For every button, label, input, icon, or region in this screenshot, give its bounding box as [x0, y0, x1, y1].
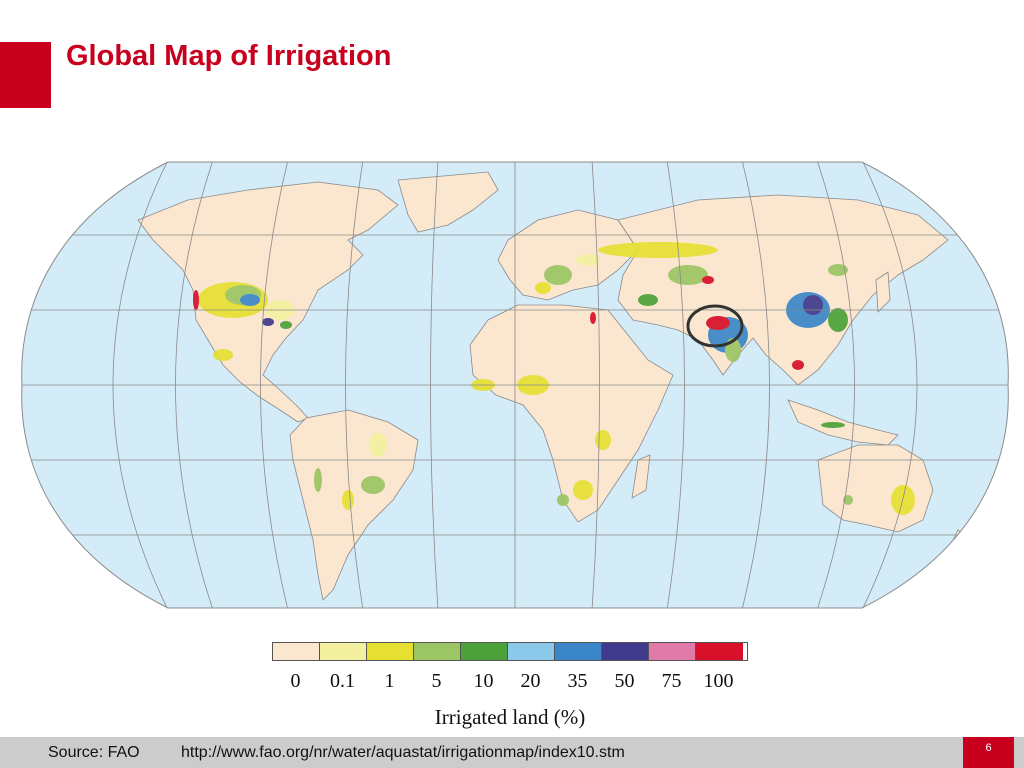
- legend-swatch-5: [508, 643, 555, 660]
- legend-swatch-2: [367, 643, 414, 660]
- slide-title: Global Map of Irrigation: [66, 40, 392, 72]
- legend-swatch-7: [602, 643, 649, 660]
- legend-swatch-0: [273, 643, 320, 660]
- legend-title: Irrigated land (%): [434, 705, 586, 729]
- continent-north-america: [137, 181, 399, 423]
- legend-tick-7: 50: [614, 670, 635, 692]
- legend-swatch-6: [555, 643, 602, 660]
- legend-tick-labels: 0 0.1 1 5 10 20 35 50 75 100: [272, 670, 748, 696]
- legend-tick-4: 10: [473, 670, 494, 692]
- legend-color-bar: [272, 642, 748, 661]
- continent-south-america: [289, 409, 419, 601]
- world-irrigation-map: [18, 160, 1012, 610]
- continent-greenland: [397, 171, 499, 233]
- map-svg: [21, 161, 1009, 609]
- map-border: [21, 161, 1009, 609]
- legend-tick-6: 35: [567, 670, 588, 692]
- legend-tick-8: 75: [661, 670, 682, 692]
- footer-bar: Source: FAO http://www.fao.org/nr/water/…: [0, 737, 1024, 768]
- graticule: [21, 162, 1009, 608]
- legend-tick-2: 1: [384, 670, 395, 692]
- highlight-circle: [686, 304, 744, 348]
- irrigation-patches: [193, 242, 915, 515]
- source-label: Source: FAO: [48, 744, 140, 761]
- island-japan: [875, 271, 891, 313]
- legend-swatch-4: [461, 643, 508, 660]
- source-url[interactable]: http://www.fao.org/nr/water/aquastat/irr…: [181, 744, 625, 761]
- legend-swatch-8: [649, 643, 696, 660]
- legend-swatch-1: [320, 643, 367, 660]
- legend-tick-1: 0.1: [330, 670, 355, 692]
- legend-swatch-3: [414, 643, 461, 660]
- continent-africa: [469, 304, 674, 523]
- title-accent-block: [0, 42, 51, 108]
- legend-tick-3: 5: [431, 670, 442, 692]
- legend-tick-0: 0: [290, 670, 301, 692]
- legend-tick-9: 100: [703, 670, 734, 692]
- legend-tick-5: 20: [520, 670, 541, 692]
- islands-southeast-asia: [787, 399, 899, 446]
- legend: 0 0.1 1 5 10 20 35 50 75 100 Irrigated land (%): [272, 642, 748, 729]
- legend-swatch-9: [696, 643, 743, 660]
- page-number: 6: [963, 737, 1014, 768]
- island-madagascar: [631, 454, 651, 499]
- continent-asia: [617, 194, 949, 386]
